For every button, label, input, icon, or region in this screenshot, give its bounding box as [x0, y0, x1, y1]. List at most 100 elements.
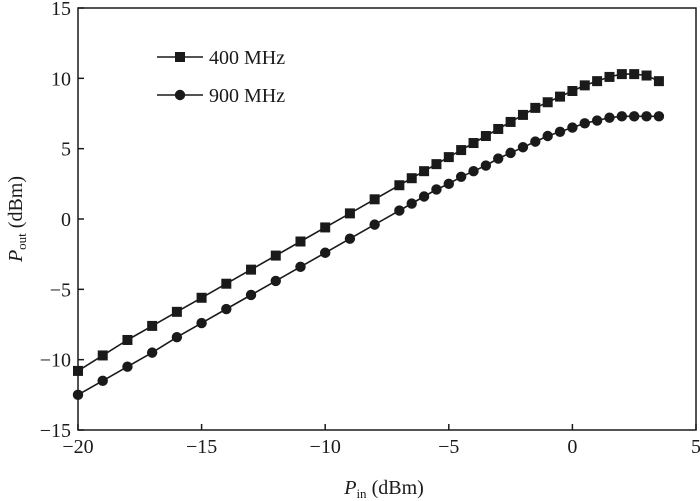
data-point — [604, 71, 615, 82]
series-line — [77, 115, 659, 396]
data-point — [455, 171, 467, 182]
y-tick-label: −5 — [50, 279, 71, 301]
data-point — [394, 205, 405, 216]
x-axis-label: Pin (dBm) — [343, 477, 424, 501]
data-point — [344, 233, 356, 244]
legend-item: 400 MHz — [157, 47, 285, 69]
x-tick-label: 5 — [691, 436, 700, 458]
data-point — [320, 247, 331, 258]
data-point — [542, 130, 553, 142]
data-point — [196, 317, 207, 329]
legend-label: 900 MHz — [209, 85, 285, 107]
y-tick-label: 0 — [61, 209, 71, 231]
data-point — [443, 152, 454, 163]
data-point — [641, 111, 652, 122]
data-point — [480, 131, 491, 142]
data-point — [246, 264, 257, 275]
data-point — [456, 145, 467, 156]
series-line — [77, 73, 660, 372]
y-axis-label-main: P — [5, 250, 27, 263]
data-point — [171, 306, 182, 317]
data-point — [73, 365, 83, 376]
y-tick-label: 5 — [61, 139, 71, 161]
y-tick-label: −15 — [40, 420, 71, 442]
x-tick-label: −5 — [438, 436, 459, 458]
data-point — [542, 97, 553, 108]
data-point — [517, 142, 529, 153]
legend-label: 400 MHz — [209, 47, 285, 69]
data-point — [604, 112, 615, 123]
data-point — [146, 347, 158, 358]
data-point — [480, 160, 492, 171]
data-point — [653, 111, 665, 122]
y-axis-label-unit: (dBm) — [5, 176, 27, 233]
data-point — [592, 76, 603, 87]
data-point — [344, 208, 355, 219]
data-point — [629, 111, 640, 122]
data-point — [641, 70, 652, 81]
data-point — [530, 102, 541, 113]
data-point — [579, 118, 590, 129]
data-point — [320, 222, 331, 233]
y-axis-label: Pout (dBm) — [5, 176, 29, 263]
data-point — [567, 122, 578, 133]
data-point — [295, 236, 306, 247]
x-tick-label: −20 — [62, 436, 93, 458]
series-layer — [72, 69, 665, 401]
data-point — [406, 198, 417, 209]
series-1 — [73, 69, 664, 376]
legend-marker — [174, 89, 186, 101]
data-point — [653, 76, 664, 87]
legend-marker — [175, 52, 185, 62]
data-point — [616, 111, 628, 122]
data-point — [295, 261, 306, 273]
series-2 — [72, 111, 665, 401]
data-point — [555, 91, 566, 102]
legend: 400 MHz 900 MHz — [157, 47, 285, 107]
y-axis-label-sub: out — [14, 233, 29, 250]
data-point — [245, 289, 257, 301]
plot-frame — [77, 7, 697, 431]
x-tick-label: 0 — [567, 436, 577, 458]
data-point — [493, 153, 504, 164]
data-point — [419, 166, 430, 177]
data-point — [443, 178, 454, 190]
y-tick-label: 15 — [51, 0, 71, 20]
data-point — [122, 361, 133, 372]
data-point — [369, 194, 380, 205]
data-point — [196, 292, 207, 303]
data-point — [221, 303, 232, 315]
data-point — [122, 334, 133, 345]
data-point — [591, 115, 603, 126]
data-point — [171, 331, 183, 343]
data-point — [505, 116, 516, 127]
legend-item: 900 MHz — [157, 85, 285, 107]
data-point — [406, 173, 417, 184]
x-tick-label: −10 — [310, 436, 341, 458]
data-point — [221, 278, 232, 289]
data-point — [468, 138, 479, 149]
data-point — [270, 275, 281, 287]
data-point — [418, 191, 430, 202]
x-tick-label: −15 — [186, 436, 217, 458]
data-point — [270, 250, 281, 261]
data-point — [468, 165, 479, 177]
data-point — [616, 69, 627, 80]
data-point — [394, 180, 405, 191]
data-point — [431, 184, 442, 195]
data-point — [505, 147, 516, 159]
x-axis-label-unit: (dBm) — [367, 477, 424, 499]
y-tick-label: 10 — [51, 68, 71, 90]
x-axis-label-main: P — [343, 477, 356, 499]
data-point — [97, 350, 108, 361]
data-point — [72, 389, 84, 401]
data-point — [530, 136, 541, 147]
data-point — [554, 126, 566, 137]
data-point — [493, 123, 504, 134]
data-point — [97, 375, 108, 386]
data-point — [369, 219, 380, 230]
data-point — [567, 85, 578, 96]
x-axis-label-sub: in — [356, 486, 367, 501]
